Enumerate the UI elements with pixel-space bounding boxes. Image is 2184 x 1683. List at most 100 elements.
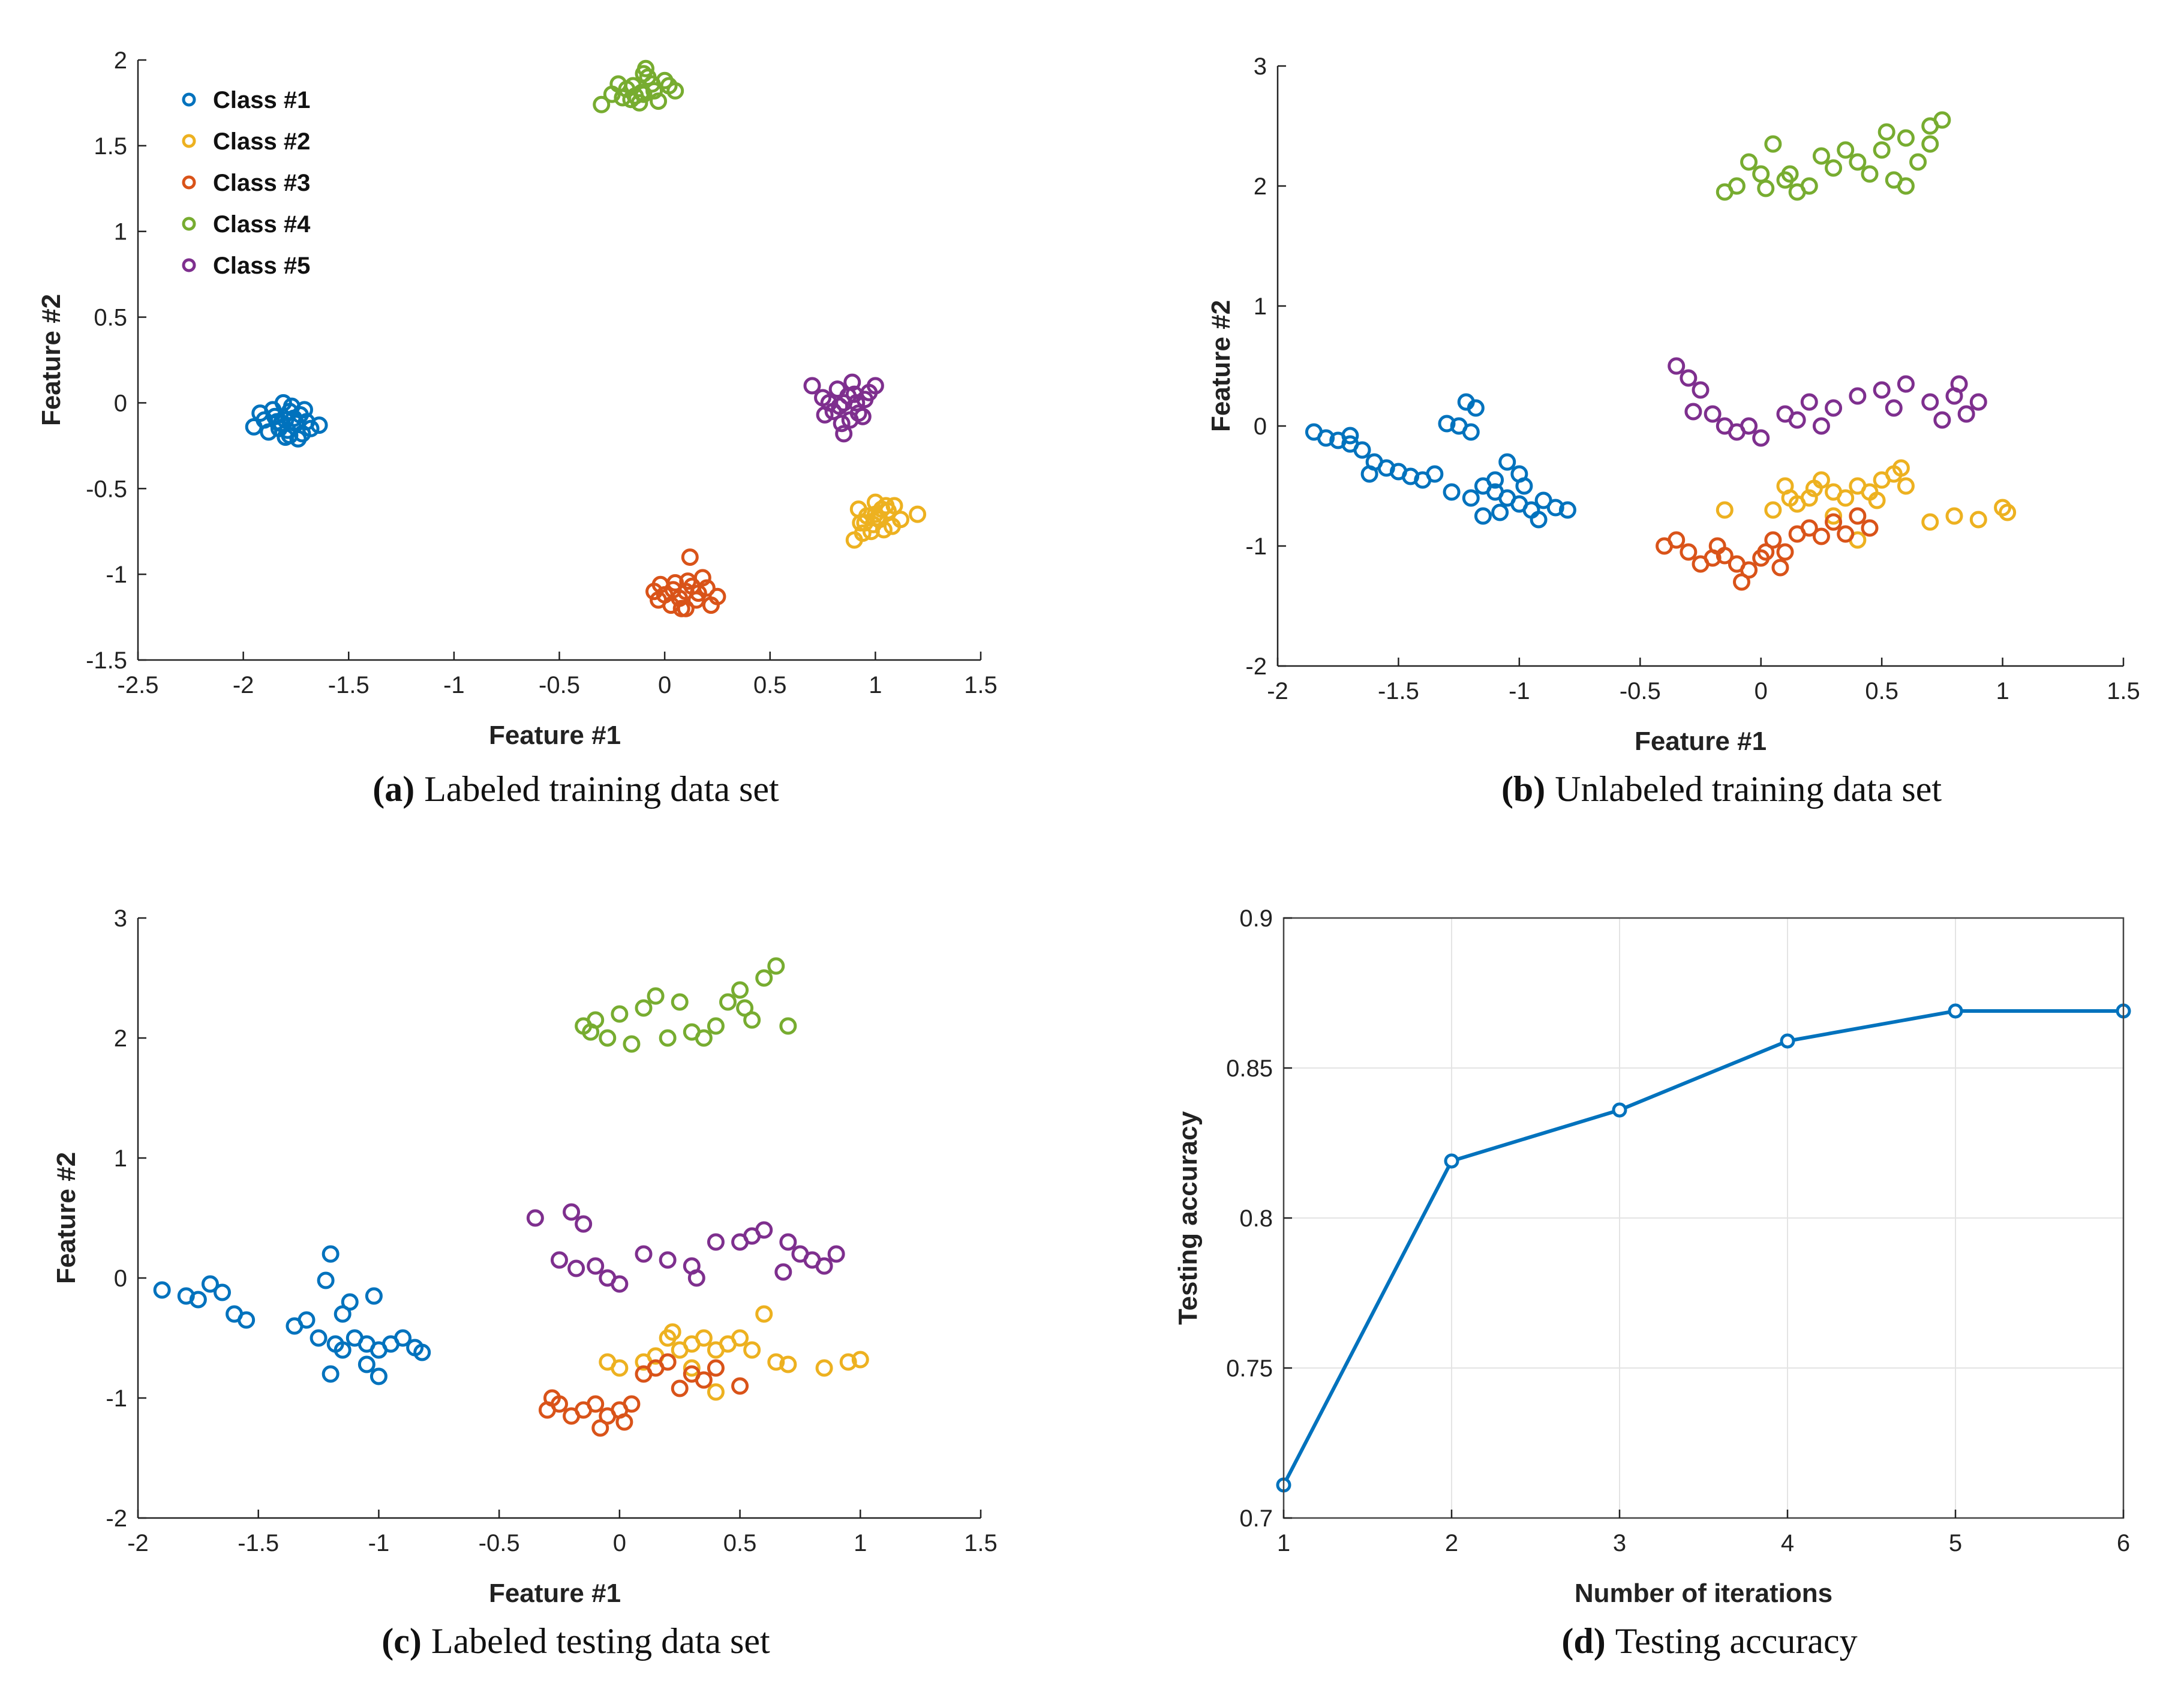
- panel-b-point: [1757, 543, 1775, 561]
- panel-c-point: [591, 1419, 609, 1437]
- panel-d-point: [1612, 1102, 1627, 1118]
- panel-c-point: [767, 957, 785, 975]
- panel-b-point: [1921, 135, 1939, 153]
- panel-c-point: [755, 1305, 773, 1323]
- panel-c-point: [153, 1281, 171, 1299]
- panel-d-ytick-label-2: 0.8: [1239, 1205, 1273, 1232]
- panel-c-point: [599, 1353, 617, 1371]
- panel-b-point: [1921, 513, 1939, 531]
- panel-c-point: [707, 1017, 725, 1035]
- panel-b-point: [1945, 507, 1963, 525]
- panel-c-point: [755, 1221, 773, 1239]
- panel-b-point: [1491, 503, 1509, 521]
- panel-a: -2.5 -2 -1.5 -1 -0.5 0 0.5 1 1.5 -1.5 -1 -0.5 0 0.5 1 1…: [37, 47, 998, 809]
- panel-b-point: [1438, 415, 1456, 433]
- panel-b-point: [1426, 465, 1444, 483]
- panel-b-ytick-label-0: -2: [1245, 653, 1267, 680]
- panel-c-point: [695, 1371, 713, 1389]
- panel-c-point: [334, 1305, 352, 1323]
- panel-c-point: [317, 1271, 335, 1289]
- panel-b-point: [1764, 135, 1782, 153]
- panel-a-xtick-label-7: 1: [869, 672, 882, 698]
- panel-c-point: [623, 1035, 641, 1053]
- panel-b-point: [1897, 129, 1915, 147]
- legend-label-2: Class #2: [213, 128, 310, 155]
- panel-b-xtick-label-4: 0: [1755, 678, 1768, 704]
- panel-b-xtick-label-3: -0.5: [1620, 678, 1661, 704]
- panel-a-series-4: [593, 59, 684, 113]
- panel-d-ytick-label-0: 0.7: [1239, 1505, 1273, 1532]
- panel-b-point: [1558, 501, 1576, 519]
- panel-c-xtick-label-3: -0.5: [479, 1530, 520, 1556]
- panel-d-axes: [1282, 917, 2125, 1519]
- panel-c-point: [526, 1209, 544, 1227]
- panel-d-point: [1444, 1153, 1459, 1169]
- panel-b-point: [1692, 555, 1710, 573]
- panel-c-point: [671, 1379, 689, 1397]
- panel-a-xtick-label-0: -2.5: [118, 672, 159, 698]
- panel-b-point: [1933, 411, 1951, 429]
- panel-b-ytick-label-1: -1: [1245, 533, 1267, 560]
- panel-d-ytick-label-1: 0.75: [1226, 1355, 1273, 1382]
- panel-c-point: [563, 1203, 581, 1221]
- panel-a-point: [835, 425, 853, 443]
- panel-c-point: [298, 1311, 316, 1329]
- panel-b-series-3: [1656, 507, 1879, 591]
- panel-a-point: [268, 413, 286, 431]
- panel-c-point: [567, 1259, 585, 1277]
- panel-a-xtick-label-5: 0: [658, 672, 671, 698]
- panel-c-ytick-label-0: -2: [106, 1505, 127, 1532]
- panel-c-xtick-label-5: 0.5: [723, 1530, 757, 1556]
- panel-b-point: [1800, 393, 1818, 411]
- panel-c-point: [779, 1017, 797, 1035]
- panel-b-point: [1467, 399, 1485, 417]
- panel-d-caption-text: Testing accuracy: [1615, 1621, 1858, 1661]
- panel-a-ytick-label-0: -1.5: [86, 647, 127, 674]
- panel-c-xtick-label-6: 1: [854, 1530, 867, 1556]
- panel-c-ytick-label-4: 2: [114, 1025, 127, 1052]
- panel-c-point: [369, 1367, 387, 1385]
- panel-c-tick-labels: -2 -1.5 -1 -0.5 0 0.5 1 1.5 -2 -1 0 1 2 3: [106, 905, 997, 1556]
- panel-c-point: [731, 981, 749, 999]
- panel-b-point: [1825, 399, 1843, 417]
- panel-b-point: [1680, 543, 1698, 561]
- panel-c-point: [599, 1029, 617, 1047]
- panel-c-series-3: [538, 1353, 749, 1437]
- panel-b-ytick-label-2: 0: [1254, 413, 1267, 440]
- panel-a-point: [260, 423, 278, 441]
- panel-b-point: [1805, 479, 1823, 497]
- panel-a-point: [622, 91, 640, 109]
- panel-b-point: [1776, 543, 1794, 561]
- panel-b-point: [1462, 489, 1480, 507]
- panel-c-point: [394, 1329, 412, 1347]
- panel-c-point: [238, 1311, 256, 1329]
- panel-b-point: [1788, 411, 1806, 429]
- panel-b-point: [1771, 559, 1789, 577]
- panel-a-xlabel: Feature #1: [489, 721, 621, 750]
- panel-c-point: [779, 1355, 797, 1373]
- panel-a-point: [854, 407, 872, 425]
- legend-label-3: Class #3: [213, 170, 310, 196]
- panel-b-xtick-label-7: 1.5: [2107, 678, 2140, 704]
- panel-c-point: [358, 1355, 375, 1373]
- panel-b-series-1: [1305, 393, 1576, 529]
- panel-b-point: [1950, 375, 1968, 393]
- panel-b-point: [1877, 123, 1895, 141]
- panel-b-point: [1740, 153, 1758, 171]
- legend-marker-4: [182, 217, 196, 231]
- panel-a-legend: Class #1 Class #2 Class #3 Class #4 Class #5: [182, 87, 311, 279]
- panel-a-ytick-label-7: 2: [114, 47, 127, 74]
- panel-b-xtick-label-0: -2: [1267, 678, 1288, 704]
- panel-b-point: [1443, 483, 1461, 501]
- panel-b-point: [1515, 477, 1533, 495]
- panel-b-series-4: [1716, 111, 1951, 201]
- panel-c-series-4: [575, 957, 797, 1053]
- panel-c-series-2: [599, 1305, 869, 1401]
- panel-a-point: [664, 581, 682, 599]
- panel-a-point: [593, 95, 611, 113]
- panel-b-ytick-label-5: 3: [1254, 53, 1267, 80]
- panel-a-point: [666, 82, 684, 100]
- panel-c-point: [683, 1359, 701, 1377]
- panel-b-point: [1781, 165, 1799, 183]
